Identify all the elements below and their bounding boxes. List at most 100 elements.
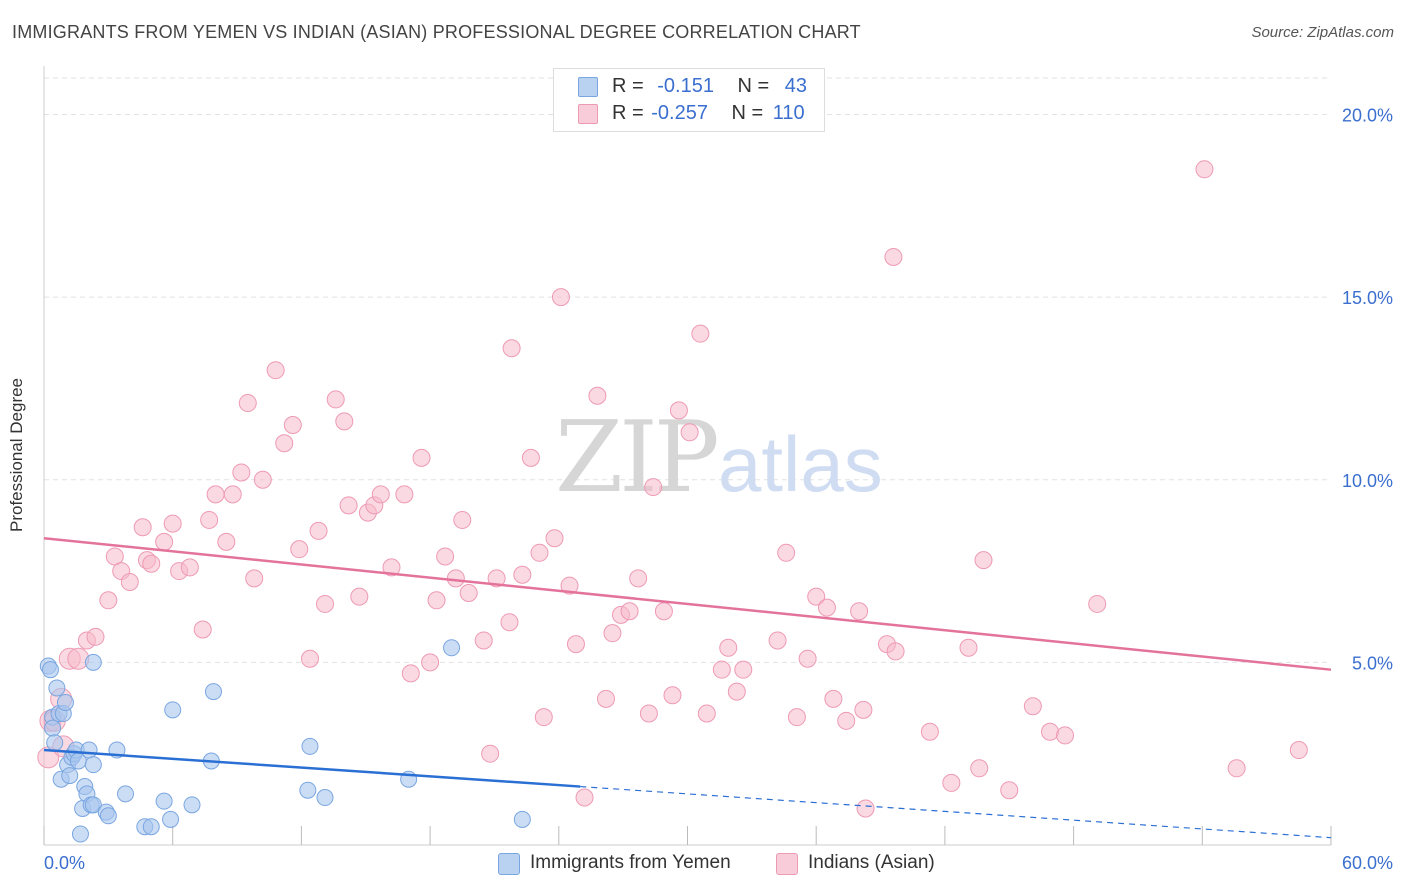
data-point-indian [217, 532, 236, 551]
data-point-indian [886, 642, 905, 661]
legend-swatch-indian [578, 104, 598, 124]
data-point-indian [223, 485, 242, 504]
data-point-yemen [84, 756, 102, 774]
data-point-indian [453, 510, 472, 529]
data-point-indian [86, 627, 105, 646]
data-point-indian [401, 664, 420, 683]
data-point-indian [884, 247, 903, 266]
data-point-indian [238, 394, 257, 413]
data-point-indian [854, 700, 873, 719]
data-point-yemen [142, 818, 160, 836]
legend-r-label: R = [612, 75, 644, 97]
data-point-yemen [204, 683, 222, 701]
data-point-indian [629, 569, 648, 588]
y-tick-label: 10.0% [1342, 471, 1393, 491]
data-point-indian [824, 689, 843, 708]
data-point-indian [315, 594, 334, 613]
data-point-indian [551, 288, 570, 307]
data-point-indian [283, 415, 302, 434]
data-point-indian [412, 448, 431, 467]
data-point-indian [474, 631, 493, 650]
data-point-indian [275, 434, 294, 453]
data-point-indian [266, 361, 285, 380]
bottom-legend-label-indian: Indians (Asian) [808, 852, 935, 873]
data-point-indian [180, 558, 199, 577]
chart-title: IMMIGRANTS FROM YEMEN VS INDIAN (ASIAN) … [12, 22, 861, 42]
data-point-indian [446, 569, 465, 588]
data-point-indian [560, 576, 579, 595]
data-point-indian [481, 744, 500, 763]
data-point-indian [807, 587, 826, 606]
data-point-yemen [56, 694, 74, 712]
data-point-yemen [301, 737, 319, 755]
data-point-indian [1227, 759, 1246, 778]
data-point-indian [371, 485, 390, 504]
data-point-yemen [99, 807, 117, 825]
y-tick-label: 5.0% [1352, 653, 1393, 673]
data-point-indian [521, 448, 540, 467]
data-point-indian [817, 598, 836, 617]
legend-r-label: R = [612, 102, 644, 124]
data-point-indian [500, 613, 519, 632]
data-point-indian [680, 423, 699, 442]
data-point-indian [959, 638, 978, 657]
data-point-indian [669, 401, 688, 420]
data-point-indian [1041, 722, 1060, 741]
data-point-indian [1289, 741, 1308, 760]
data-point-indian [530, 543, 549, 562]
data-point-indian [545, 529, 564, 548]
data-point-indian [856, 799, 875, 818]
data-point-indian [513, 565, 532, 584]
data-point-indian [787, 708, 806, 727]
trendline-yemen-extension [580, 785, 1332, 839]
y-tick-label: 20.0% [1342, 106, 1393, 126]
data-point-indian [335, 412, 354, 431]
legend-n-value: 110 [772, 102, 805, 124]
data-point-indian [253, 470, 272, 489]
data-point-indian [290, 540, 309, 559]
data-point-indian [1056, 726, 1075, 745]
data-point-yemen [299, 781, 317, 799]
data-point-indian [850, 602, 869, 621]
data-point-indian [300, 649, 319, 668]
data-point-indian [691, 324, 710, 343]
data-point-indian [459, 583, 478, 602]
data-point-indian [837, 711, 856, 730]
data-point-indian [798, 649, 817, 668]
data-point-indian [163, 514, 182, 533]
data-point-indian [1195, 160, 1214, 179]
data-point-yemen [41, 661, 59, 679]
data-point-indian [133, 518, 152, 537]
data-point-yemen [164, 701, 182, 719]
data-point-indian [395, 485, 414, 504]
bottom-legend-swatch-yemen [498, 853, 520, 875]
legend-n-label: N = [731, 102, 764, 124]
data-point-indian [566, 635, 585, 654]
data-point-indian [734, 660, 753, 679]
data-point-indian [142, 554, 161, 573]
data-point-indian [1088, 594, 1107, 613]
legend-swatch-yemen [578, 77, 598, 97]
data-point-indian [200, 510, 219, 529]
data-point-yemen [46, 734, 64, 752]
data-point-indian [427, 591, 446, 610]
data-point-indian [596, 689, 615, 708]
data-point-yemen [61, 767, 79, 785]
bottom-legend-swatch-indian [776, 853, 798, 875]
data-point-indian [712, 660, 731, 679]
data-point-indian [588, 386, 607, 405]
data-point-indian [155, 532, 174, 551]
legend-r-value: -0.257 [651, 102, 708, 124]
data-point-indian [1023, 697, 1042, 716]
bottom-legend-label-yemen: Immigrants from Yemen [530, 852, 731, 873]
data-point-yemen [71, 825, 89, 843]
data-point-yemen [44, 719, 62, 737]
legend-n-value: 43 [784, 75, 808, 97]
data-point-indian [1000, 781, 1019, 800]
data-point-indian [644, 478, 663, 497]
data-point-indian [120, 573, 139, 592]
data-point-indian [942, 773, 961, 792]
data-point-indian [382, 558, 401, 577]
watermark-zip: ZIP [555, 401, 717, 515]
